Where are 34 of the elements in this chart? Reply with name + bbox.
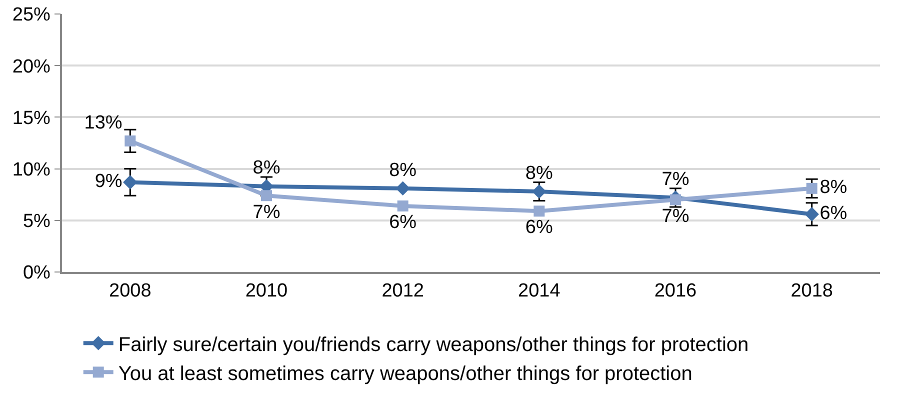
- x-tick-label: 2014: [518, 280, 561, 302]
- y-tick-label: 15%: [12, 108, 51, 129]
- point: [124, 135, 136, 146]
- data-label: 6%: [389, 212, 417, 234]
- x-tick-label: 2010: [245, 280, 288, 302]
- y-tick-label: 10%: [12, 159, 51, 180]
- x-tick-label: 2018: [790, 280, 833, 302]
- data-label: 9%: [94, 170, 122, 192]
- point: [396, 181, 410, 196]
- data-label: 8%: [525, 162, 554, 184]
- y-tick-label: 0%: [22, 262, 51, 284]
- y-tick-label: 25%: [12, 4, 51, 26]
- data-label: 8%: [389, 160, 417, 181]
- data-label: 7%: [252, 202, 280, 223]
- legend-label: You at least sometimes carry weapons/other things for protection: [118, 362, 692, 385]
- legend-label: Fairly sure/certain you/friends carry weapons/other things for protection: [118, 334, 749, 356]
- data-label: 7%: [662, 206, 690, 227]
- y-tick-label: 20%: [12, 56, 51, 78]
- x-tick-label: 2008: [109, 280, 152, 302]
- data-label: 7%: [662, 169, 690, 190]
- data-label: 6%: [525, 217, 554, 238]
- point: [123, 175, 138, 190]
- data-label: 6%: [820, 202, 848, 224]
- x-tick-label: 2016: [654, 280, 697, 302]
- data-label: 8%: [252, 158, 280, 179]
- point: [534, 206, 545, 217]
- point: [261, 190, 272, 202]
- point: [804, 207, 819, 222]
- data-label: 8%: [820, 177, 848, 198]
- x-tick-label: 2012: [382, 280, 424, 302]
- y-tick-label: 5%: [22, 211, 51, 232]
- point: [397, 200, 408, 212]
- data-label: 13%: [84, 112, 122, 134]
- point: [670, 194, 681, 206]
